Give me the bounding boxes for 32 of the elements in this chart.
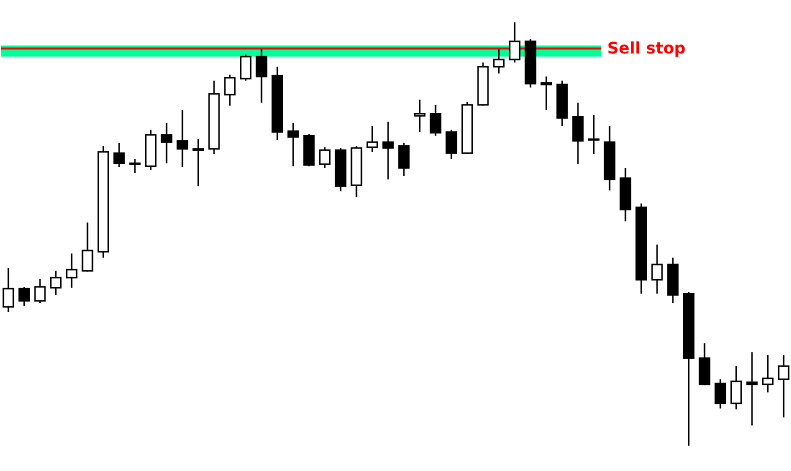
candlestick [762, 354, 774, 394]
candlestick [160, 122, 172, 164]
candlestick [493, 48, 505, 74]
candlestick [414, 99, 426, 133]
candlestick [319, 146, 331, 169]
candlestick [366, 125, 378, 153]
candlestick [34, 278, 46, 304]
candlestick [66, 252, 78, 289]
candlestick [430, 104, 442, 137]
candlestick [129, 158, 141, 174]
candlestick [82, 222, 94, 272]
candlestick [651, 244, 663, 294]
candlestick [382, 121, 394, 180]
candlestick [192, 138, 204, 187]
candlestick [714, 378, 726, 410]
candlestick [398, 142, 410, 177]
candlestick [287, 122, 299, 167]
candlestick [50, 270, 62, 296]
candlestick [240, 54, 252, 82]
candlestick [508, 22, 520, 64]
candlestick [18, 286, 30, 307]
candlestick [113, 142, 125, 168]
candlestick [176, 109, 188, 168]
candlestick [540, 76, 552, 111]
candlestick [588, 114, 600, 155]
candlestick [2, 267, 14, 313]
candlestick [746, 351, 758, 426]
candlestick [256, 48, 268, 104]
candlestick [224, 74, 236, 106]
candlestick [730, 365, 742, 410]
candlestick [446, 129, 458, 160]
ref-line-label: Sell stop [607, 38, 686, 58]
